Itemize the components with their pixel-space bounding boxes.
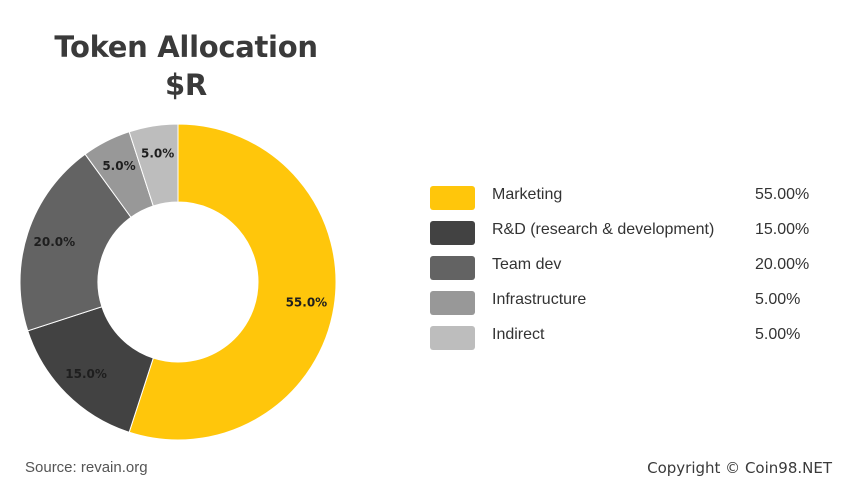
legend-value: 15.00%: [755, 221, 810, 238]
legend-swatch: [430, 326, 475, 350]
legend-label: Team dev: [492, 256, 562, 273]
slice-label-team-dev: 20.0%: [34, 235, 76, 249]
slice-indirect: [128, 123, 179, 207]
legend-label: R&D (research & development): [492, 221, 715, 238]
legend-item-marketing: Marketing 55.00%: [430, 184, 830, 219]
legend-label: Marketing: [492, 186, 563, 203]
legend-label: Indirect: [492, 326, 545, 343]
chart-legend: Marketing 55.00% R&D (research & developme…: [430, 184, 830, 359]
legend-value: 5.00%: [755, 291, 801, 308]
legend-value: 20.00%: [755, 256, 810, 273]
legend-item-r-d-research-development: R&D (research & development) 15.00%: [430, 219, 830, 254]
source-note: Source: revain.org: [25, 459, 148, 476]
slice-marketing: [128, 123, 337, 441]
donut-slice-labels: 55.0% 15.0% 20.0% 5.0% 5.0%: [34, 147, 328, 381]
legend-swatch: [430, 186, 475, 210]
copyright-note: Copyright © Coin98.NET: [647, 459, 832, 477]
slice-label-infrastructure: 5.0%: [102, 159, 135, 173]
legend-swatch: [430, 291, 475, 315]
donut-slices: [19, 123, 337, 441]
slice-label-marketing: 55.0%: [286, 295, 328, 309]
legend-item-infrastructure: Infrastructure 5.00%: [430, 289, 830, 324]
slice-label-indirect: 5.0%: [141, 147, 174, 161]
legend-item-team-dev: Team dev 20.00%: [430, 254, 830, 289]
slice-team-dev: [19, 153, 132, 332]
legend-swatch: [430, 221, 475, 245]
legend-item-indirect: Indirect 5.00%: [430, 324, 830, 359]
slice-label-r-d-research-development: 15.0%: [65, 367, 107, 381]
legend-swatch: [430, 256, 475, 280]
legend-label: Infrastructure: [492, 291, 587, 308]
legend-value: 55.00%: [755, 186, 810, 203]
legend-value: 5.00%: [755, 326, 801, 343]
chart-title: Token Allocation: [54, 30, 318, 64]
chart-subtitle: $R: [165, 68, 207, 102]
